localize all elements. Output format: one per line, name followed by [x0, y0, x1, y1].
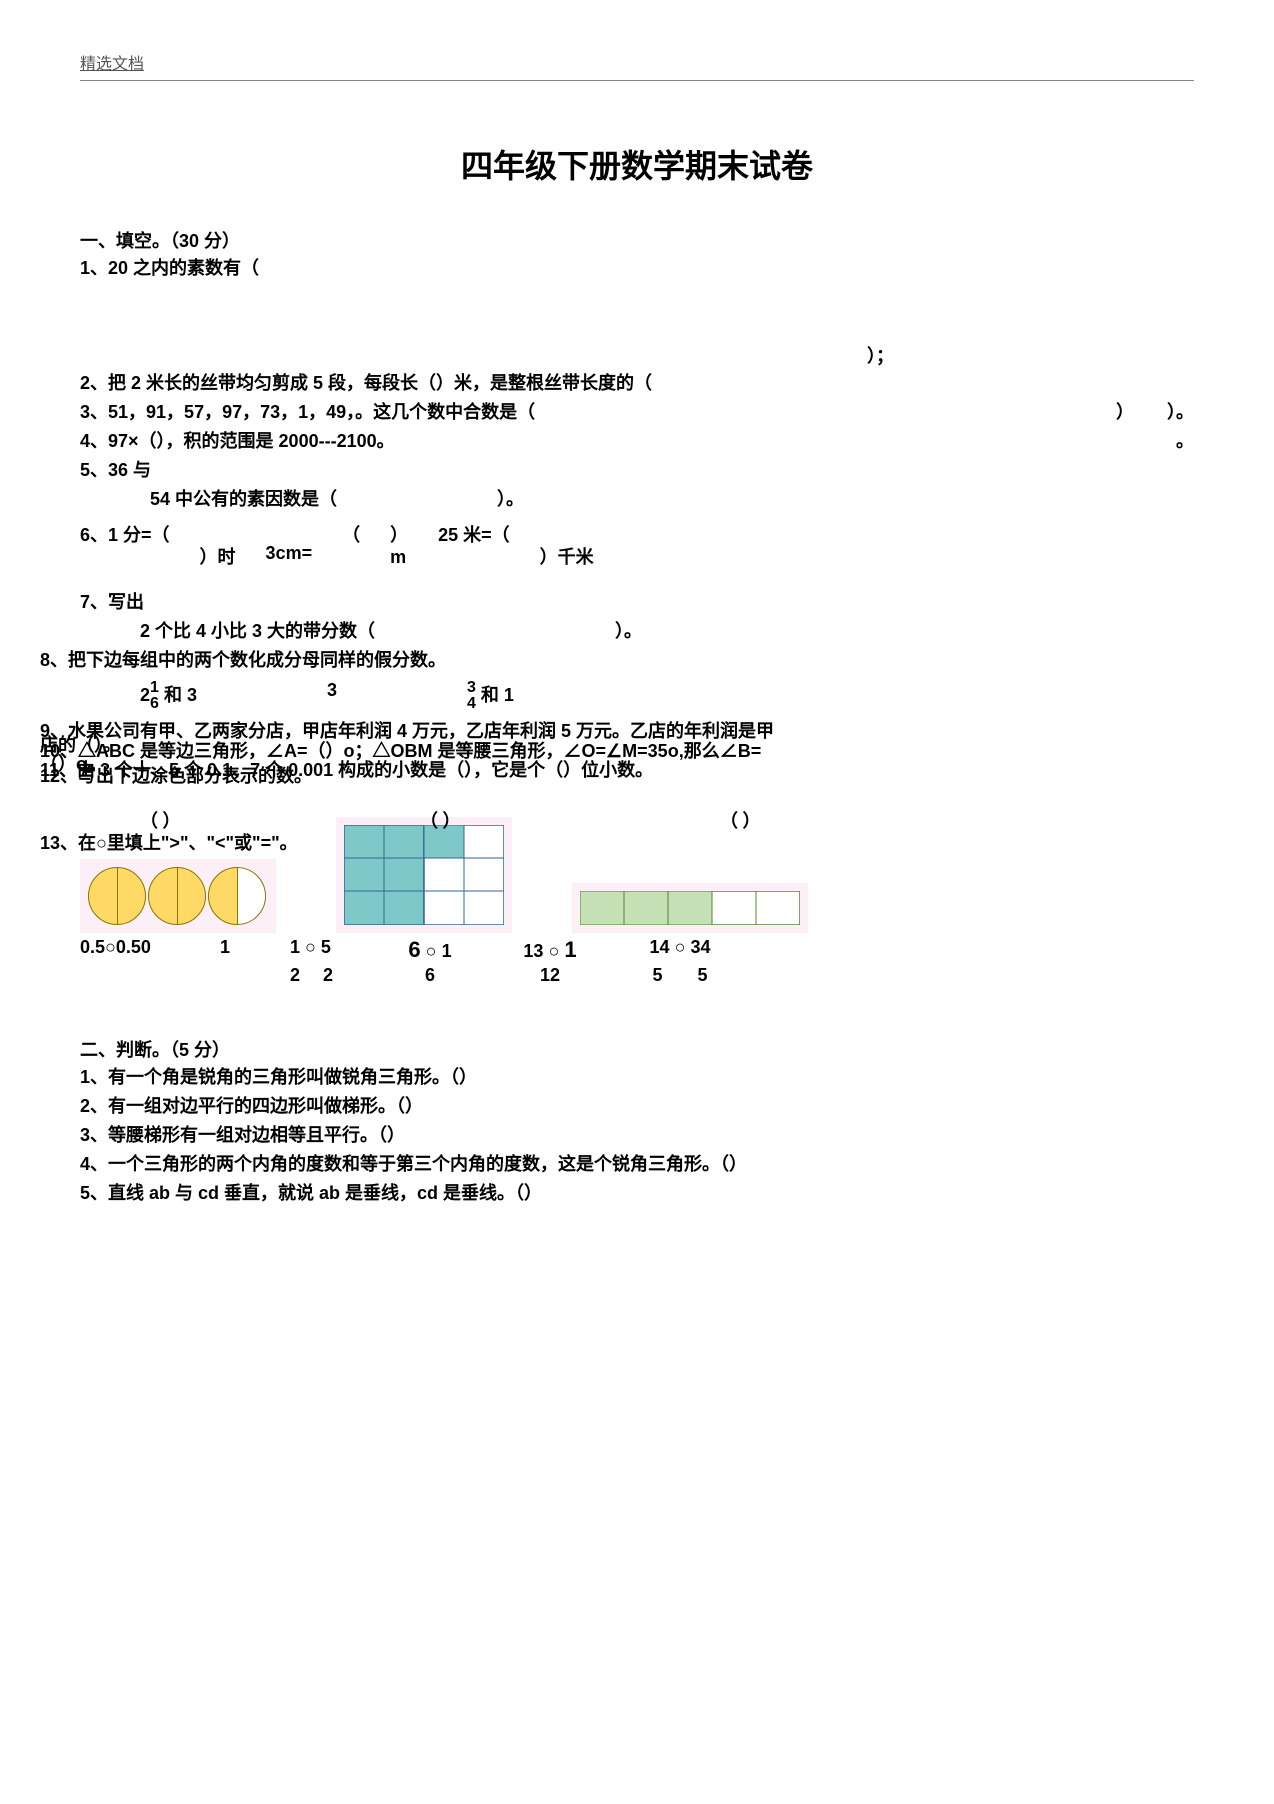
q13-c-right: 5 [321, 937, 331, 957]
q8: 8、把下边每组中的两个数化成分母同样的假分数。 [40, 647, 1194, 674]
q2: 2、把 2 米长的丝带均匀剪成 5 段，每段长（）米，是整根丝带长度的（ [80, 370, 1194, 397]
q13-den-c2: 2 [323, 965, 333, 985]
header-rule [80, 80, 1194, 81]
q8-c-num: 3 [467, 680, 476, 696]
q6-g: ）千米 [540, 543, 594, 569]
q13-b: 1 [220, 937, 290, 963]
q13-den-f1: 5 [652, 965, 662, 985]
q8-c-and: 和 1 [481, 685, 514, 705]
q3-close2: ）。 [1134, 399, 1194, 426]
q3-close: ） [1054, 399, 1134, 426]
q6-e1: ） [390, 521, 408, 547]
document-page: 精选文档 四年级下册数学期末试卷 一、填空。（30 分） 1、20 之内的素数有… [0, 0, 1274, 1804]
q13-c-circ: ○ [305, 937, 316, 957]
s2-q4: 4、一个三角形的两个内角的度数和等于第三个内角的度数，这是个锐角三角形。（） [80, 1151, 1194, 1178]
circles-diagram [80, 859, 276, 933]
q13: 13、在○里填上">"、"<"或"="。 [40, 829, 298, 855]
q6-c: 3cm= [266, 543, 313, 564]
q7-close: ）。 [615, 618, 642, 645]
q8-a-and: 和 3 [164, 685, 197, 705]
grid-diagram [336, 817, 512, 933]
q13-e-right: 1 [564, 937, 576, 962]
s2-q2: 2、有一组对边平行的四边形叫做梯形。（） [80, 1093, 1194, 1120]
s2-q5: 5、直线 ab 与 cd 垂直，就说 ab 是垂线，cd 是垂线。（） [80, 1180, 1194, 1207]
q4-close: 。 [1134, 428, 1194, 455]
q13-a: 0.5○0.50 [80, 937, 220, 963]
q8-a-num: 1 [150, 680, 159, 696]
q6-a: 6、1 分=（ [80, 521, 170, 547]
q1-close: ）； [80, 342, 1194, 368]
paren3: （ ） [720, 807, 761, 833]
q6-f: 25 米=（ [438, 521, 510, 547]
header-label: 精选文档 [80, 50, 1194, 74]
q13-d-num: 6 [408, 937, 420, 962]
document-title: 四年级下册数学期末试卷 [80, 141, 1194, 187]
q8-items: 216 和 3 3 34 和 1 [80, 680, 1194, 712]
q6: 6、1 分=（ ）时 3cm= （ ） m 25 米=（ ）千米 [80, 521, 1194, 569]
circle-2 [148, 867, 206, 925]
q13-e-num: 13 [523, 941, 543, 961]
q13-f-num: 14 [650, 937, 670, 957]
s2-q1: 1、有一个角是锐角的三角形叫做锐角三角形。（） [80, 1064, 1194, 1091]
bar-svg [580, 891, 800, 925]
q13-c-num: 1 [290, 937, 300, 957]
paren2: （ ） [420, 807, 461, 833]
q5-close: ）。 [497, 486, 524, 513]
q8-c-den: 4 [467, 696, 476, 712]
q8-a-whole: 2 [140, 685, 150, 705]
q13-f-right: 34 [690, 937, 710, 957]
q13-den-f2: 5 [698, 965, 708, 985]
section2-head: 二、判断。（5 分） [80, 1036, 1194, 1062]
q8-a-den: 6 [150, 696, 159, 712]
q5a: 5、36 与 [80, 457, 1194, 484]
q6-e2: m [390, 547, 408, 568]
q6-d: （ [342, 521, 360, 547]
q5b: 54 中公有的素因数是（ [150, 486, 337, 513]
q13-f-circ: ○ [675, 937, 686, 957]
q3: 3、51，91，57，97，73，1，49，。这几个数中合数是（ [80, 399, 1054, 426]
diagram-row: （ ） （ ） （ ） 13、在○里填上">"、"<"或"="。 [80, 817, 1194, 933]
q1: 1、20 之内的素数有（ [80, 255, 1194, 282]
q7a: 7、写出 [80, 589, 1194, 616]
q13-d-right: 1 [442, 941, 452, 961]
q13-e-circ: ○ [548, 941, 559, 961]
s2-q3: 3、等腰梯形有一组对边相等且平行。（） [80, 1122, 1194, 1149]
grid-svg [344, 825, 504, 925]
bar-diagram [572, 883, 808, 933]
q8-b: 3 [327, 680, 337, 712]
q13-den-e1: 12 [540, 965, 560, 985]
q9-12-block: 9、水果公司有甲、乙两家分店，甲店年利润 4 万元，乙店年利润 5 万元。乙店的… [80, 722, 1194, 787]
q13-den-d1: 6 [425, 965, 435, 985]
circle-1 [88, 867, 146, 925]
q7b: 2 个比 4 小比 3 大的带分数（ [140, 618, 375, 645]
q13-den-c1: 2 [290, 965, 300, 985]
circle-3 [208, 867, 266, 925]
q6-b: ）时 [200, 543, 236, 569]
section1-head: 一、填空。（30 分） [80, 227, 1194, 253]
q13-numbers: 0.5○0.50 1 1 ○ 5 6 ○ 1 13 ○ 1 14 ○ 34 [80, 937, 1194, 963]
q4: 4、97×（），积的范围是 2000---2100。 [80, 428, 1134, 455]
section2: 二、判断。（5 分） 1、有一个角是锐角的三角形叫做锐角三角形。（） 2、有一组… [80, 1036, 1194, 1207]
q13-d-circ: ○ [426, 941, 437, 961]
q13-denoms: 2 2 6 12 5 5 [80, 965, 1194, 986]
